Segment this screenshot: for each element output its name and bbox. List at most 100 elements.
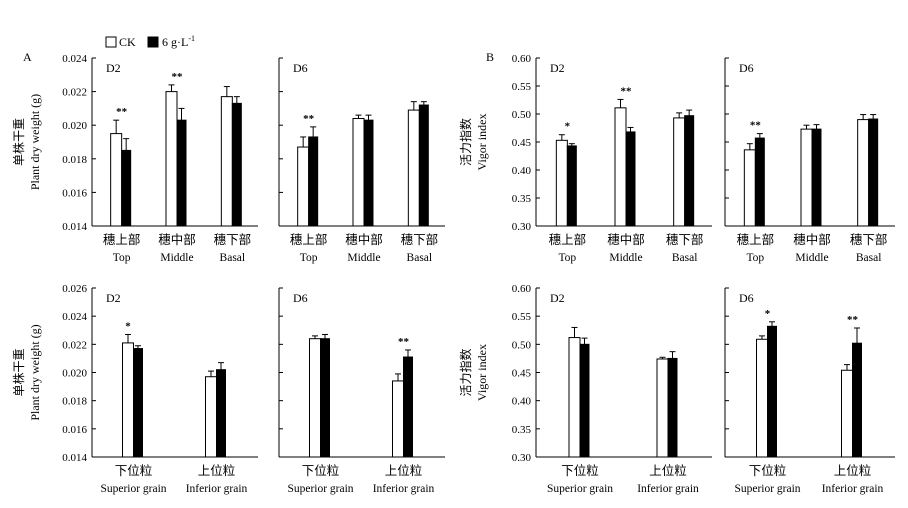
y-tick-label: 0.024 (62, 53, 87, 65)
category-label-cn: 下位粒 (749, 463, 787, 478)
bar-treatment (418, 104, 429, 227)
panel-label: D2 (106, 291, 121, 305)
bar-treatment (403, 356, 413, 458)
category-label-en: Basal (856, 252, 882, 264)
category-label-cn: 穗下部 (850, 232, 888, 247)
category-label-cn: 上位粒 (385, 463, 423, 478)
panel-d6: D6 下位粒 Superior grain ** 上位粒 Inferior grain (278, 287, 445, 495)
category-label-cn: 上位粒 (834, 463, 872, 478)
y-tick-label: 0.60 (512, 283, 532, 295)
category-label-cn: 上位粒 (649, 463, 687, 478)
bar-ck (656, 358, 669, 458)
chart-B_top: 0.30 0.35 0.40 0.45 0.50 0.55 0.60 活力指数 Vigor in… (458, 53, 895, 264)
panel-label: D6 (293, 291, 308, 305)
significance-marker: ** (303, 113, 315, 125)
bar-treatment (566, 145, 577, 227)
category-label-en: Superior grain (547, 483, 613, 495)
bar-treatment (308, 136, 319, 227)
y-tick-label: 0.35 (512, 193, 532, 205)
category-label-cn: 穗中部 (158, 232, 196, 247)
bar-treatment (121, 149, 132, 227)
panel-label: D6 (293, 61, 308, 75)
bar-treatment (625, 131, 636, 227)
chart-A_bottom: 0.014 0.016 0.018 0.020 0.022 0.024 0.026 单株干重 P… (11, 283, 445, 495)
y-tick-label: 0.018 (62, 154, 87, 166)
category-label-cn: 穗中部 (607, 232, 645, 247)
significance-marker: * (765, 308, 771, 320)
panel-d6: D6 ** 穗上部 Top 穗中部 Middle 穗下部 Basal (724, 57, 895, 264)
category-label-en: Superior grain (734, 483, 800, 495)
bar-ck (800, 128, 813, 227)
figure-label-a: A (23, 50, 32, 64)
category-label-en: Superior grain (287, 483, 353, 495)
y-tick-label: 0.40 (512, 165, 532, 177)
panel-d2: D2 * 穗上部 Top ** 穗中部 Middle 穗下部 Basal (535, 57, 712, 264)
y-tick-label: 0.022 (62, 87, 87, 99)
bar-treatment (216, 369, 226, 458)
significance-marker: ** (750, 120, 762, 132)
bar-treatment (684, 115, 695, 227)
bar-ck (297, 146, 310, 227)
bar-treatment (231, 102, 242, 227)
significance-marker: ** (621, 85, 633, 97)
y-tick-label: 0.014 (62, 452, 87, 464)
bar-ck (309, 338, 321, 458)
category-label-cn: 穗上部 (290, 232, 328, 247)
y-tick-label: 0.35 (512, 424, 532, 436)
category-label-cn: 下位粒 (302, 463, 340, 478)
y-tick-label: 0.30 (512, 221, 532, 233)
bar-ck (165, 91, 178, 227)
panel-d6: D6 * 下位粒 Superior grain ** 上位粒 Inferior grain (724, 287, 895, 495)
bar-ck (568, 337, 581, 458)
bar-ck (756, 338, 768, 458)
bar-ck (407, 109, 420, 227)
bar-ck (392, 380, 404, 458)
category-label-en: Top (300, 252, 318, 264)
y-tick-label: 0.014 (62, 221, 87, 233)
legend-treatment-text: 6 g·L (162, 35, 188, 49)
y-axis-title-en: Vigor index (475, 114, 489, 171)
y-tick-label: 0.016 (62, 424, 87, 436)
category-label-en: Top (746, 252, 764, 264)
y-tick-label: 0.50 (512, 339, 532, 351)
panel-d2: D2 下位粒 Superior grain 上位粒 Inferior grain (535, 287, 712, 495)
bar-treatment (176, 119, 187, 227)
bar-ck (841, 369, 853, 458)
legend-ck-swatch (105, 36, 117, 48)
y-axis-title-cn: 单株干重 (11, 118, 26, 166)
panel-d2: D2 ** 穗上部 Top ** 穗中部 Middle 穗下部 Basal (91, 57, 258, 264)
bar-treatment (579, 343, 590, 458)
significance-marker: * (565, 121, 571, 133)
y-tick-label: 0.30 (512, 452, 532, 464)
category-label-en: Basal (672, 252, 698, 264)
category-label-cn: 穗下部 (666, 232, 704, 247)
y-axis-title-cn: 活力指数 (458, 118, 473, 166)
category-label-en: Inferior grain (822, 483, 884, 495)
chart-A_top: 0.014 0.016 0.018 0.020 0.022 0.024 单株干重 Plant … (11, 53, 445, 264)
bar-treatment (133, 348, 143, 458)
y-tick-label: 0.40 (512, 396, 532, 408)
y-tick-label: 0.022 (62, 339, 87, 351)
significance-marker: ** (116, 106, 128, 118)
category-label-en: Middle (609, 252, 642, 264)
bar-ck (205, 376, 217, 458)
bar-ck (352, 117, 365, 227)
chart-B_bottom: 0.30 0.35 0.40 0.45 0.50 0.55 0.60 活力指数 Vigor in… (458, 283, 895, 495)
category-label-cn: 下位粒 (561, 463, 599, 478)
category-label-cn: 穗中部 (793, 232, 831, 247)
category-label-cn: 穗下部 (401, 232, 439, 247)
bar-ck (673, 117, 686, 227)
bar-ck (555, 139, 568, 227)
bar-ck (614, 107, 627, 227)
legend-ck-label: CK (119, 35, 136, 49)
category-label-en: Top (113, 252, 131, 264)
category-label-cn: 穗中部 (345, 232, 383, 247)
panel-label: D2 (550, 61, 565, 75)
bar-ck (857, 119, 870, 227)
bar-ck (743, 149, 756, 227)
bar-treatment (320, 338, 330, 458)
legend-treatment-superscript: -1 (188, 34, 195, 43)
y-tick-label: 0.50 (512, 109, 532, 121)
